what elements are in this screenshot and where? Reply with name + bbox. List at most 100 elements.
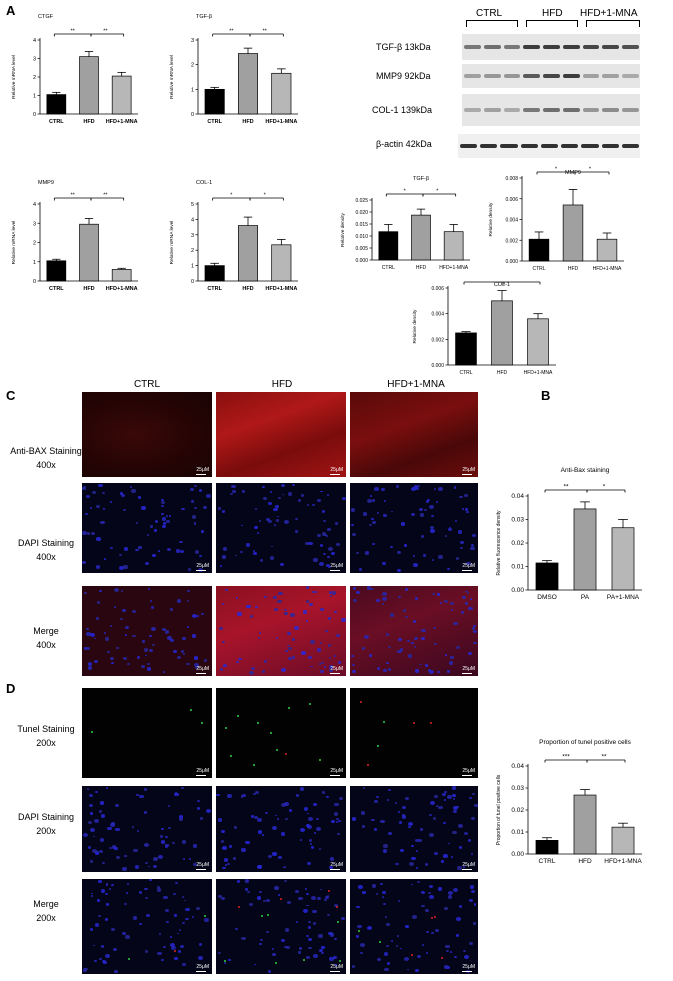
nucleus	[161, 525, 166, 529]
chart-ctgf: CTGF 0 1 2 3 4 Relative mRNA level CTRL HFD HFD+1…	[11, 14, 138, 125]
nucleus	[316, 817, 320, 820]
nucleus	[371, 520, 376, 525]
tunel-positive-dot	[360, 701, 363, 704]
western-band	[503, 74, 521, 78]
d-row-dapi: DAPI Staining 200x	[17, 812, 75, 836]
nucleus	[384, 500, 387, 503]
nucleus	[444, 654, 448, 657]
nucleus	[397, 810, 401, 813]
nucleus	[417, 880, 421, 884]
nucleus	[166, 920, 169, 923]
nucleus	[307, 655, 313, 659]
nucleus	[299, 839, 302, 841]
nucleus	[341, 496, 346, 501]
nucleus	[119, 492, 124, 496]
nucleus	[331, 551, 336, 556]
nucleus	[413, 636, 419, 641]
nucleus	[176, 655, 182, 660]
nucleus	[118, 553, 123, 557]
nucleus	[222, 664, 227, 668]
nucleus	[263, 659, 268, 663]
chart-bax-ytick-label: 0.04	[511, 493, 524, 500]
nucleus	[188, 857, 192, 860]
nucleus	[395, 485, 399, 488]
western-band	[520, 144, 538, 148]
chart-bax-ytick-label: 0.02	[511, 540, 524, 547]
chart-col1_density-ylabel: Relative density	[412, 309, 418, 343]
nucleus	[340, 916, 346, 920]
nucleus	[329, 591, 333, 594]
nucleus	[437, 670, 441, 674]
western-band	[622, 108, 639, 112]
nucleus	[372, 542, 375, 545]
nucleus	[470, 816, 476, 821]
nucleus	[146, 534, 150, 537]
nucleus	[253, 793, 256, 796]
nucleus	[99, 589, 103, 593]
nucleus	[88, 662, 93, 666]
c-row-bax: Anti-BAX Staining 400x	[10, 446, 82, 470]
nucleus	[122, 867, 127, 871]
nucleus	[95, 505, 100, 509]
chart-bax-ytick-label: 0.03	[511, 517, 524, 524]
tunel-positive-dot	[174, 950, 177, 952]
nucleus	[193, 484, 198, 488]
nucleus	[425, 862, 429, 866]
nucleus	[223, 858, 228, 862]
nucleus	[256, 896, 262, 900]
nucleus	[288, 492, 293, 496]
nucleus	[82, 486, 86, 490]
nucleus	[420, 891, 425, 895]
nucleus	[396, 934, 399, 937]
nucleus	[156, 888, 162, 892]
nucleus	[193, 506, 197, 509]
chart-ctgf-ytick-label: 4	[33, 38, 36, 44]
chart-tgfb-xtick-label: HFD	[242, 119, 253, 125]
nucleus	[274, 504, 280, 508]
chart-bax-ytick-label: 0.00	[511, 587, 524, 594]
nucleus	[449, 950, 453, 953]
nucleus	[125, 935, 130, 939]
nucleus	[472, 627, 476, 630]
nucleus	[470, 546, 475, 551]
image-d-tunel-hfd: 25μM	[216, 688, 346, 778]
nucleus	[399, 849, 405, 853]
chart-col1-ytick-label: 3	[191, 233, 194, 239]
panel-label-a: A	[6, 3, 16, 18]
nucleus	[398, 821, 402, 824]
nucleus	[473, 803, 478, 808]
nucleus	[258, 830, 263, 834]
nucleus	[284, 928, 290, 933]
chart-ctgf-ytick-label: 0	[33, 112, 36, 118]
nucleus	[329, 957, 334, 961]
nucleus	[275, 636, 278, 639]
tunel-positive-dot	[252, 763, 255, 766]
western-band	[561, 144, 579, 148]
chart-tunel-ytick-label: 0.00	[511, 851, 524, 858]
tunel-positive-dot	[269, 731, 272, 734]
nucleus	[139, 922, 143, 925]
nucleus	[408, 825, 411, 828]
nucleus	[221, 510, 226, 514]
nucleus	[355, 551, 359, 555]
chart-tgfb-mrna: TGF-β 0 1 2 3 Relative mRNA level CTRL HFD HFD+1…	[169, 14, 298, 125]
nucleus	[96, 617, 99, 620]
nucleus	[169, 943, 175, 947]
chart-tgfb_density-ytick-label: 0.025	[355, 198, 368, 204]
nucleus	[148, 865, 151, 868]
nucleus	[90, 531, 96, 536]
nucleus	[455, 556, 460, 560]
nucleus	[89, 928, 94, 931]
nucleus	[324, 629, 328, 633]
nucleus	[395, 862, 400, 866]
nucleus	[458, 904, 463, 908]
nucleus	[350, 508, 356, 512]
nucleus	[323, 519, 326, 522]
nucleus	[86, 532, 90, 535]
nucleus	[267, 520, 272, 524]
nucleus	[414, 838, 420, 843]
chart-mmp9-mrna: MMP9 0 1 2 3 4 Relative mRNA level CTRL HFD HFD+1…	[11, 180, 138, 292]
nucleus	[283, 866, 287, 869]
nucleus	[161, 512, 164, 515]
nucleus	[145, 896, 148, 900]
